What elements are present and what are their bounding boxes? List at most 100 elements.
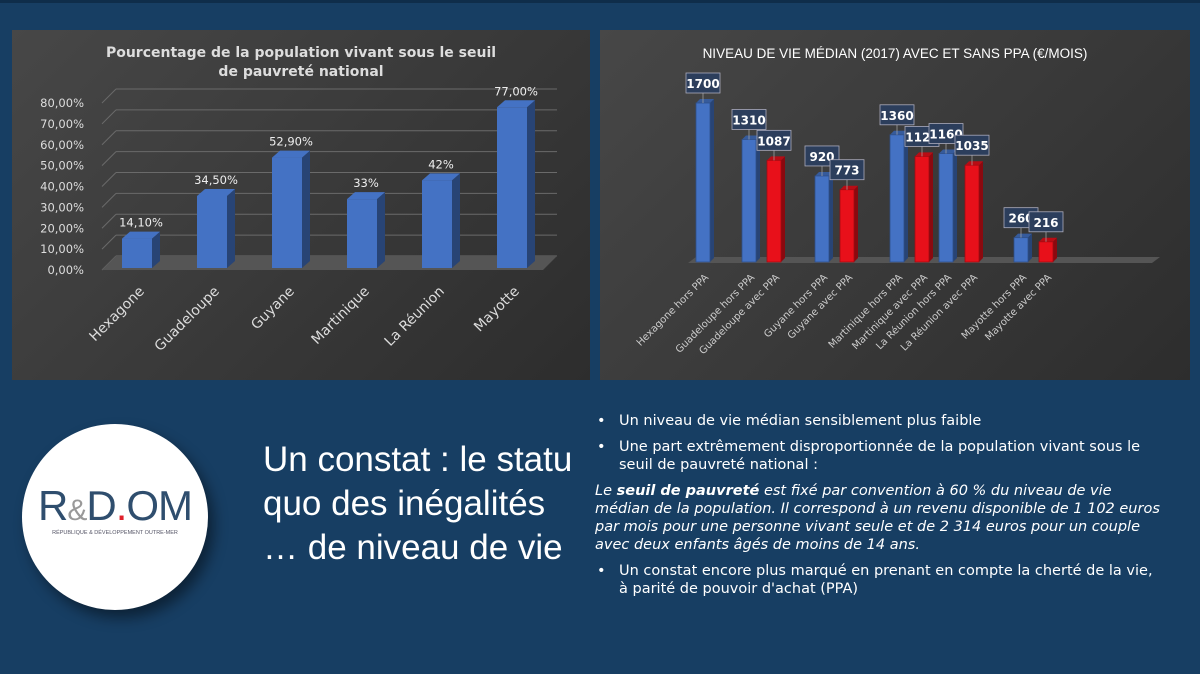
bar-side bbox=[854, 185, 858, 262]
data-label-box bbox=[685, 72, 721, 94]
data-label: 1087 bbox=[757, 134, 790, 148]
bar bbox=[766, 159, 782, 263]
data-label: 1700 bbox=[686, 77, 719, 91]
x-tick-label: Guadeloupe bbox=[152, 284, 223, 355]
data-label-box bbox=[731, 109, 767, 130]
bar bbox=[122, 238, 152, 268]
bar-top bbox=[890, 130, 908, 135]
gridline-diagonal bbox=[101, 234, 117, 250]
bar bbox=[1013, 237, 1029, 263]
bar-side bbox=[929, 152, 933, 262]
bar-top bbox=[767, 156, 785, 161]
gridline-diagonal bbox=[101, 172, 117, 187]
bullet-list: Un niveau de vie médian sensiblement plu… bbox=[595, 412, 1165, 606]
bar-top bbox=[965, 161, 983, 166]
data-label: 33% bbox=[353, 176, 379, 190]
chart-title: de pauvreté national bbox=[218, 64, 383, 80]
poverty-chart: Pourcentage de la population vivant sous… bbox=[12, 30, 590, 380]
bar bbox=[695, 102, 711, 263]
bar bbox=[814, 175, 830, 263]
bar-side bbox=[1028, 233, 1032, 262]
y-tick-label: 40,00% bbox=[40, 180, 84, 194]
x-tick-label: Martinique bbox=[309, 284, 373, 348]
chart-title: NIVEAU DE VIE MÉDIAN (2017) AVEC ET SANS… bbox=[703, 46, 1088, 61]
bar-top bbox=[1039, 237, 1057, 242]
data-label: 773 bbox=[834, 164, 859, 178]
bar bbox=[197, 195, 227, 268]
floor bbox=[102, 256, 557, 270]
bar-top bbox=[347, 192, 385, 200]
x-tick-label: Mayotte bbox=[471, 284, 523, 336]
bar-top bbox=[197, 188, 235, 196]
bar-side bbox=[452, 173, 460, 268]
data-label-box bbox=[829, 159, 865, 181]
y-tick-label: 0,00% bbox=[47, 263, 84, 277]
bullet-item: Un constat encore plus marqué en prenant… bbox=[595, 562, 1165, 598]
bar bbox=[839, 189, 855, 263]
bar bbox=[1038, 241, 1054, 263]
bar-side bbox=[979, 161, 983, 262]
bar bbox=[741, 139, 757, 263]
poverty-definition: Le seuil de pauvreté est fixé par conven… bbox=[595, 483, 1160, 553]
bar-top bbox=[815, 171, 833, 176]
chart-title: Pourcentage de la population vivant sous… bbox=[106, 45, 496, 61]
data-label-box bbox=[879, 104, 915, 126]
data-label: 77,00% bbox=[494, 84, 538, 98]
bar-side bbox=[1053, 237, 1057, 262]
y-tick-label: 20,00% bbox=[40, 221, 84, 235]
bar bbox=[938, 153, 954, 263]
data-label: 1360 bbox=[880, 109, 913, 123]
bar-top bbox=[742, 135, 760, 140]
bar bbox=[497, 107, 527, 268]
bar-top bbox=[840, 185, 858, 190]
bar bbox=[272, 157, 302, 268]
gridline-diagonal bbox=[101, 193, 117, 208]
top-border bbox=[0, 0, 1200, 3]
data-label: 216 bbox=[1033, 216, 1058, 230]
x-tick-label: Hexagone bbox=[87, 284, 148, 345]
bar-top bbox=[1014, 233, 1032, 238]
bar bbox=[422, 180, 452, 268]
bar-side bbox=[710, 99, 714, 262]
gridline-diagonal bbox=[101, 109, 117, 125]
y-tick-label: 60,00% bbox=[40, 138, 84, 152]
bar-side bbox=[829, 171, 833, 262]
bar bbox=[347, 199, 377, 268]
y-tick-label: 50,00% bbox=[40, 159, 84, 173]
median-income-chart: NIVEAU DE VIE MÉDIAN (2017) AVEC ET SANS… bbox=[600, 30, 1190, 380]
data-label: 920 bbox=[809, 150, 834, 164]
bar-side bbox=[527, 100, 535, 268]
x-tick-label: La Réunion bbox=[382, 284, 448, 350]
data-label-box bbox=[954, 134, 990, 156]
bar-top bbox=[696, 99, 714, 103]
bar bbox=[914, 156, 930, 263]
y-tick-label: 10,00% bbox=[40, 242, 84, 256]
median-income-chart-svg: NIVEAU DE VIE MÉDIAN (2017) AVEC ET SANS… bbox=[635, 46, 1160, 357]
bullet-item: Une part extrêmement disproportionnée de… bbox=[595, 438, 1165, 474]
bar bbox=[964, 164, 980, 263]
data-label: 34,50% bbox=[194, 173, 238, 187]
bar-top bbox=[272, 150, 310, 158]
bar bbox=[889, 134, 905, 263]
y-tick-label: 70,00% bbox=[40, 117, 84, 131]
bar-top bbox=[497, 100, 535, 108]
data-label: 42% bbox=[428, 157, 454, 171]
poverty-chart-svg: Pourcentage de la population vivant sous… bbox=[40, 45, 557, 355]
bar-side bbox=[904, 130, 908, 262]
data-label-box bbox=[756, 129, 792, 151]
data-label: 14,10% bbox=[119, 216, 163, 230]
bar-side bbox=[152, 231, 160, 268]
data-label: 1160 bbox=[929, 128, 962, 142]
bar-side bbox=[953, 149, 957, 262]
bar-side bbox=[377, 192, 385, 268]
rdom-logo: R&D.OM RÉPUBLIQUE & DÉVELOPPEMENT OUTRE-… bbox=[22, 424, 208, 610]
data-label-box bbox=[928, 123, 964, 144]
gridline-diagonal bbox=[101, 88, 117, 104]
bar-top bbox=[939, 149, 957, 154]
bar-side bbox=[302, 150, 310, 268]
bar-side bbox=[756, 135, 760, 262]
data-label-box bbox=[1028, 211, 1064, 233]
gridline-diagonal bbox=[101, 213, 117, 229]
data-label: 260 bbox=[1008, 212, 1033, 226]
bullet-item: Un niveau de vie médian sensiblement plu… bbox=[595, 412, 1165, 430]
